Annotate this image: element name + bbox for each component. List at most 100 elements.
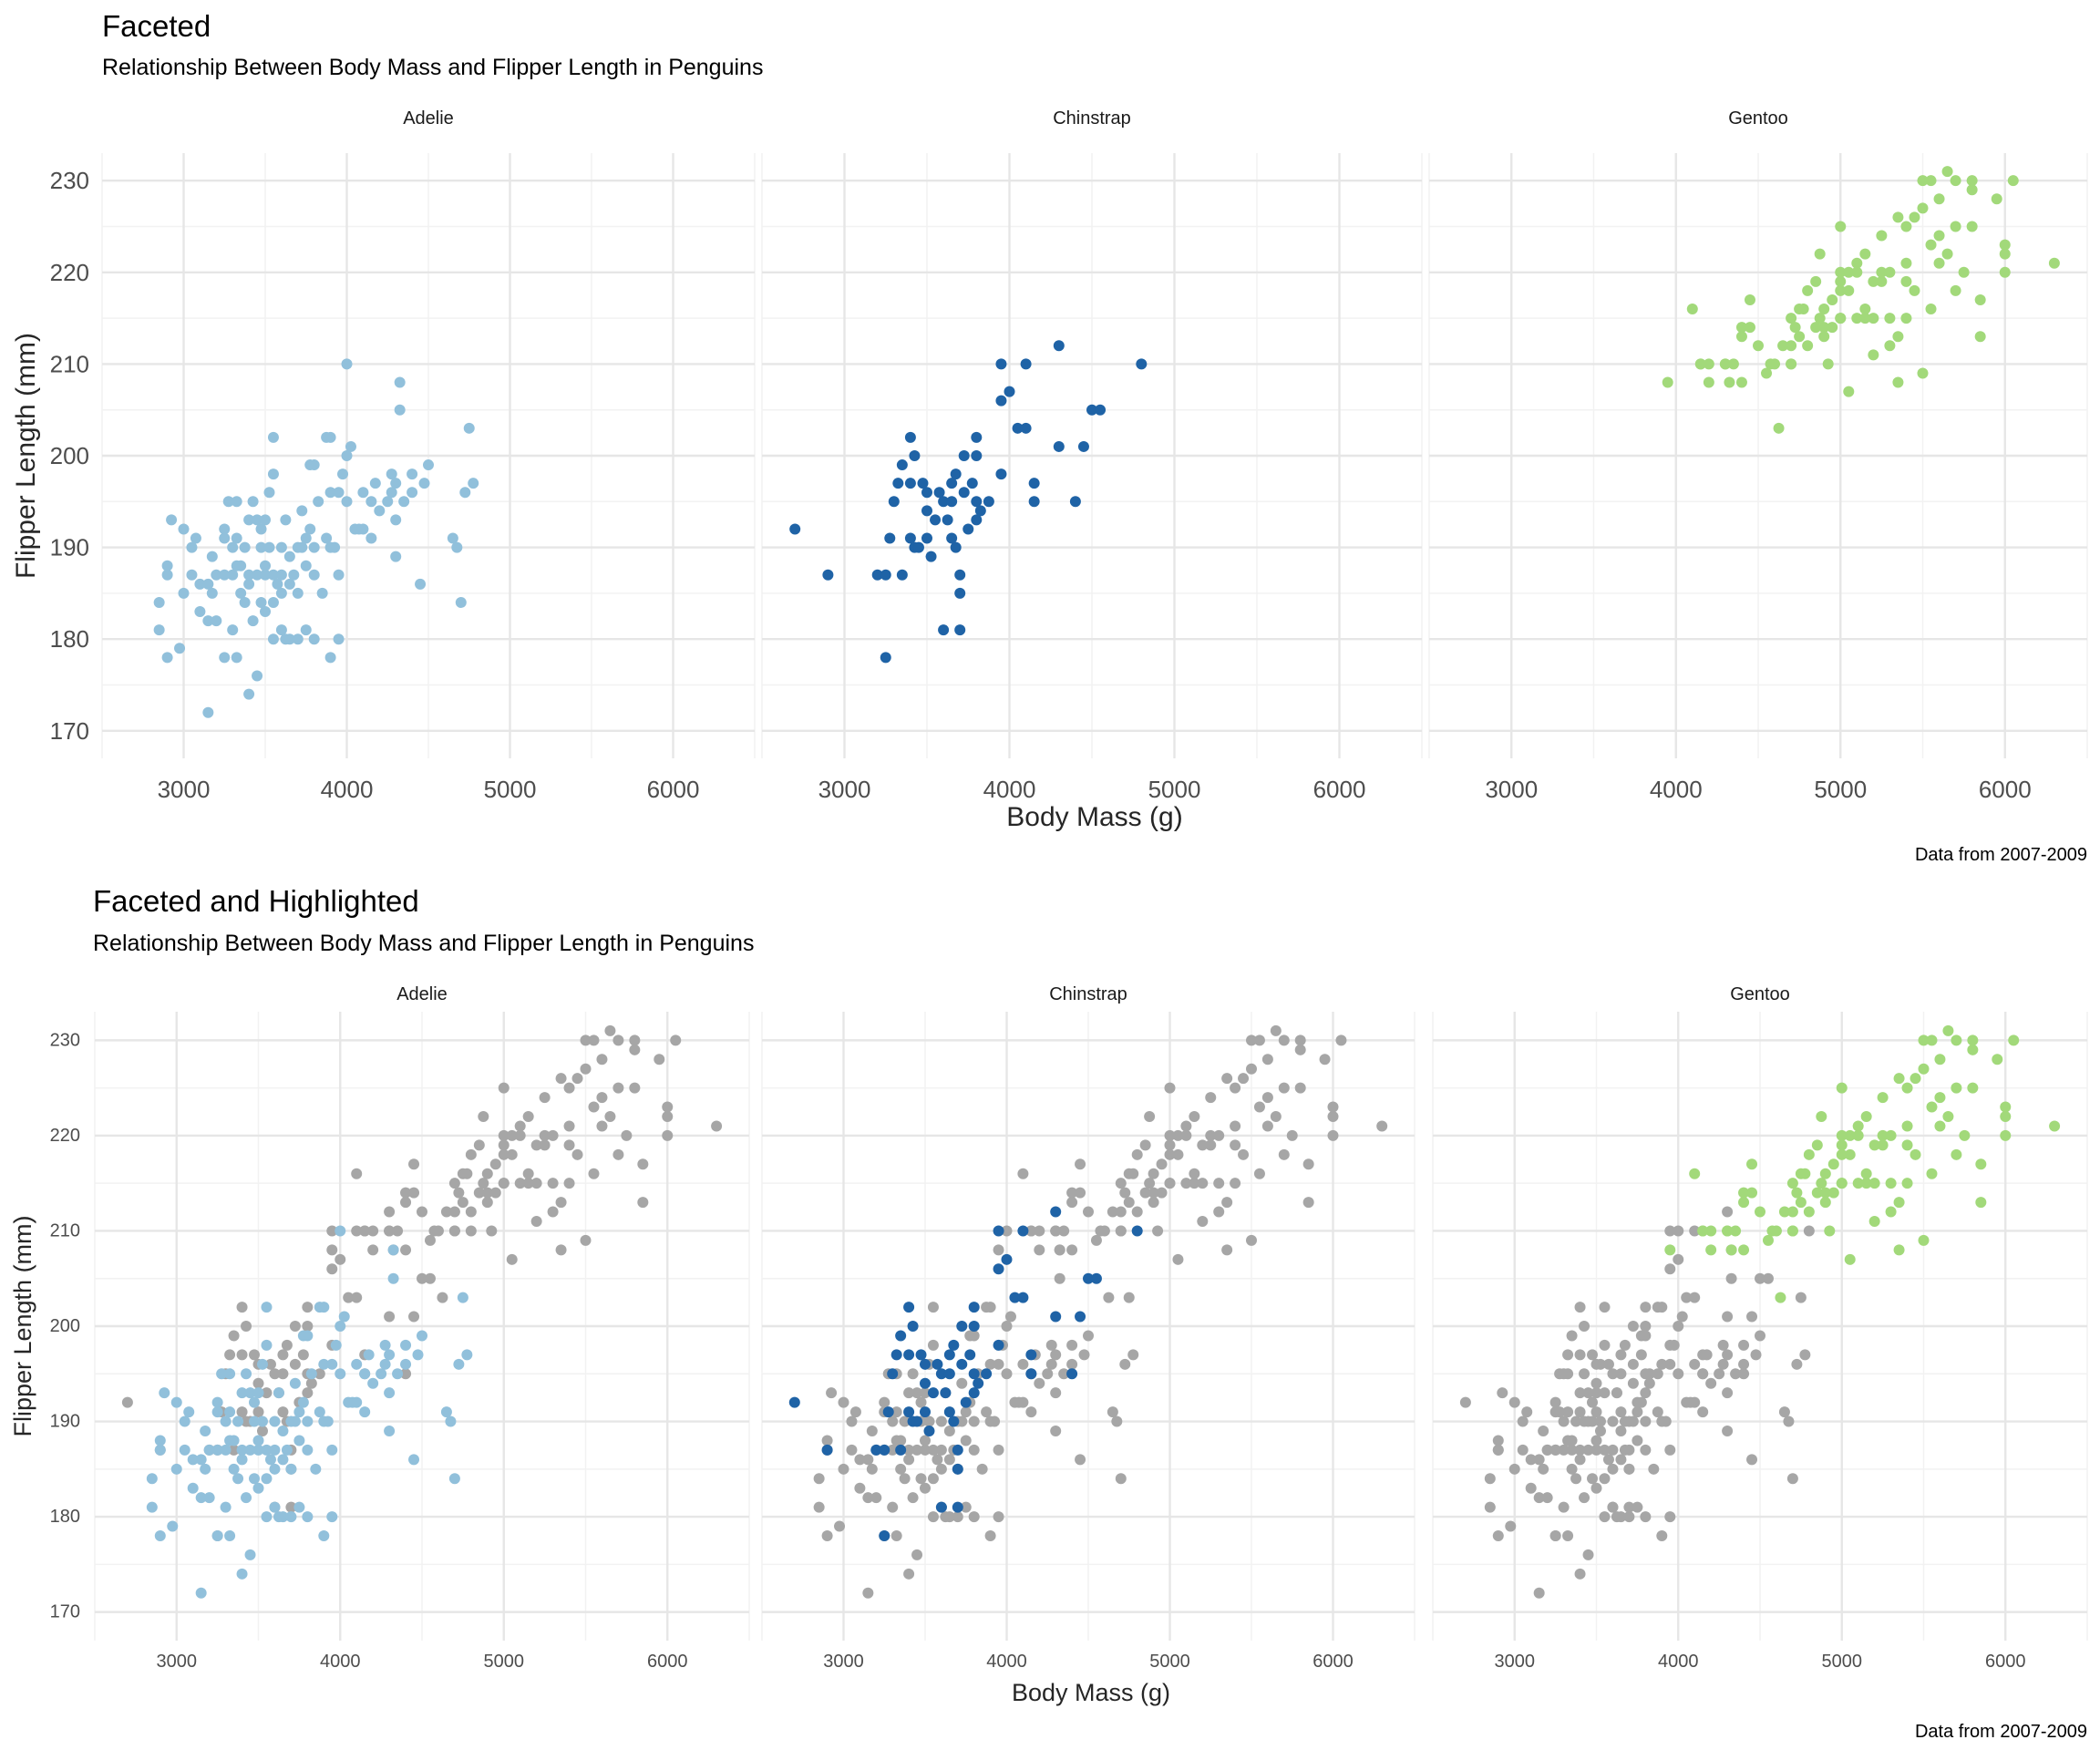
data-point-background — [838, 1396, 849, 1408]
data-point-background — [862, 1454, 874, 1466]
data-point-chinstrap — [952, 1463, 963, 1475]
data-point-background — [1648, 1463, 1660, 1475]
data-point-adelie — [267, 596, 279, 608]
data-point-adelie — [451, 541, 463, 553]
data-point-background — [1246, 1234, 1257, 1246]
data-point-chinstrap — [995, 395, 1007, 407]
data-point-background — [1602, 1454, 1614, 1466]
data-point-adelie — [174, 643, 186, 654]
data-point-background — [911, 1444, 923, 1456]
data-point-background — [465, 1206, 477, 1218]
data-point-gentoo — [1892, 331, 1904, 343]
data-point-background — [1750, 1349, 1762, 1361]
data-point-background — [1664, 1511, 1676, 1523]
data-point-background — [326, 1225, 338, 1237]
data-point-background — [285, 1501, 297, 1513]
data-point-gentoo — [1818, 331, 1830, 343]
data-point-background — [1722, 1426, 1734, 1436]
data-point-chinstrap — [981, 1368, 993, 1380]
data-point-chinstrap — [948, 1339, 960, 1351]
data-point-adelie — [267, 569, 279, 581]
data-point-adelie — [314, 1302, 325, 1313]
x-tick-label: 4000 — [321, 776, 374, 803]
data-point-background — [1566, 1444, 1578, 1456]
data-point-background — [571, 1073, 583, 1085]
data-point-gentoo — [1885, 1206, 1897, 1218]
data-point-adelie — [219, 523, 231, 535]
data-point-background — [1714, 1368, 1725, 1380]
data-point-background — [1533, 1587, 1545, 1599]
data-point-background — [417, 1272, 427, 1284]
data-point-background — [1717, 1358, 1729, 1370]
data-point-gentoo — [1941, 248, 1953, 260]
data-point-adelie — [392, 1368, 404, 1380]
data-point-background — [920, 1387, 931, 1399]
data-point-background — [1164, 1139, 1176, 1151]
data-point-adelie — [324, 487, 336, 499]
data-point-adelie — [275, 541, 287, 553]
data-point-background — [935, 1444, 947, 1456]
data-point-background — [1755, 1330, 1765, 1342]
points-adelie — [153, 358, 479, 718]
data-point-background — [506, 1129, 518, 1141]
data-point-background — [1034, 1225, 1045, 1237]
data-point-background — [588, 1101, 600, 1113]
data-point-gentoo — [1934, 1120, 1946, 1132]
data-point-background — [1221, 1197, 1233, 1209]
data-point-adelie — [236, 1568, 248, 1580]
data-point-background — [256, 1426, 268, 1436]
data-point-background — [1615, 1406, 1627, 1418]
y-tick-label: 180 — [50, 1507, 80, 1527]
data-point-chinstrap — [1025, 1349, 1037, 1361]
data-point-background — [1582, 1415, 1594, 1427]
data-point-background — [1579, 1492, 1590, 1504]
data-point-background — [1497, 1387, 1508, 1399]
data-point-background — [1664, 1358, 1676, 1370]
data-point-adelie — [341, 496, 353, 508]
data-point-adelie — [302, 1511, 314, 1523]
data-point-adelie — [216, 1368, 228, 1380]
data-point-background — [481, 1197, 493, 1209]
data-point-background — [547, 1206, 559, 1218]
data-point-background — [1139, 1187, 1151, 1199]
data-point-background — [1278, 1082, 1290, 1094]
data-point-background — [968, 1415, 980, 1427]
points-gentoo — [1459, 1024, 2061, 1599]
data-point-chinstrap — [1028, 478, 1040, 489]
data-point-adelie — [275, 587, 287, 599]
data-point-background — [1660, 1415, 1672, 1427]
data-point-background — [1574, 1406, 1586, 1418]
data-point-background — [1607, 1501, 1619, 1513]
data-point-background — [1098, 1225, 1110, 1237]
data-point-adelie — [228, 1435, 240, 1446]
data-point-chinstrap — [946, 532, 958, 544]
data-point-gentoo — [1859, 313, 1871, 324]
data-point-background — [277, 1349, 289, 1361]
data-point-background — [1197, 1216, 1209, 1227]
data-point-background — [1599, 1473, 1611, 1485]
y-tick-label: 170 — [50, 717, 89, 745]
data-point-chinstrap — [921, 532, 932, 544]
data-point-background — [514, 1120, 526, 1132]
data-point-chinstrap — [952, 1501, 963, 1513]
data-point-background — [1066, 1197, 1078, 1209]
data-point-gentoo — [1859, 304, 1871, 315]
data-point-chinstrap — [871, 569, 883, 581]
data-point-background — [539, 1092, 551, 1104]
data-point-adelie — [235, 587, 247, 599]
data-point-chinstrap — [911, 1415, 923, 1427]
data-point-gentoo — [1689, 1168, 1701, 1179]
data-point-adelie — [305, 1368, 317, 1380]
data-point-gentoo — [1818, 304, 1830, 315]
y-tick-label: 220 — [50, 1126, 80, 1146]
data-point-adelie — [365, 496, 377, 508]
data-point-background — [1587, 1349, 1599, 1361]
data-point-background — [1058, 1368, 1070, 1380]
data-point-background — [1164, 1178, 1176, 1189]
data-point-gentoo — [1893, 1197, 1905, 1209]
data-point-background — [1197, 1178, 1209, 1189]
data-point-gentoo — [1877, 1139, 1889, 1151]
data-point-background — [563, 1139, 575, 1151]
data-point-chinstrap — [1020, 358, 1032, 370]
